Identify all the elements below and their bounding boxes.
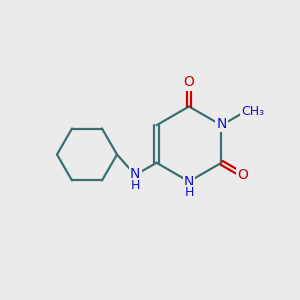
- Text: CH₃: CH₃: [241, 105, 264, 118]
- Text: N: N: [130, 167, 140, 182]
- Text: N: N: [216, 117, 227, 131]
- Text: H: H: [130, 179, 140, 192]
- Text: O: O: [184, 76, 194, 89]
- Text: O: O: [237, 168, 248, 182]
- Text: H: H: [184, 186, 194, 200]
- Text: N: N: [184, 175, 194, 189]
